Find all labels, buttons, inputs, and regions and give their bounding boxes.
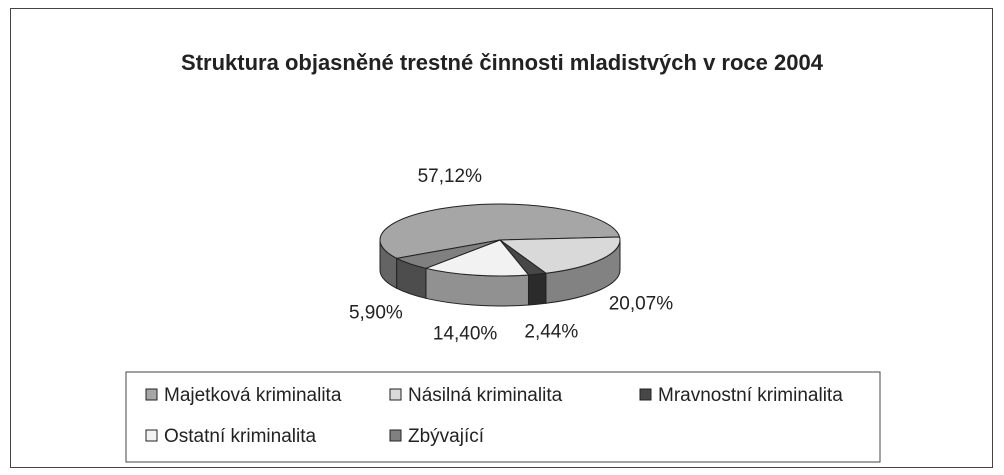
legend-label: Mravnostní kriminalita <box>658 385 843 406</box>
legend-label: Majetková kriminalita <box>164 385 342 406</box>
legend-box <box>125 371 881 463</box>
legend-swatch <box>639 388 652 401</box>
legend-label: Zbývající <box>408 426 485 447</box>
chart-title: Struktura objasněné trestné činnosti mla… <box>181 50 823 75</box>
slice <box>498 236 621 274</box>
legend-swatch <box>389 429 402 442</box>
chart-frame <box>10 8 993 468</box>
data-label: 5,90% <box>349 303 403 324</box>
slice-side <box>527 272 547 306</box>
data-label: 2,44% <box>524 322 578 343</box>
data-label: 57,12% <box>418 166 483 187</box>
legend-label: Násilná kriminalita <box>408 385 563 406</box>
slice <box>395 239 501 269</box>
legend-swatch <box>145 388 158 401</box>
data-label: 14,40% <box>433 324 498 345</box>
slice <box>424 239 530 277</box>
data-label: 20,07% <box>609 293 674 314</box>
legend-swatch <box>389 388 402 401</box>
legend-label: Ostatní kriminalita <box>164 426 316 447</box>
slice <box>379 203 621 259</box>
legend-swatch <box>145 429 158 442</box>
